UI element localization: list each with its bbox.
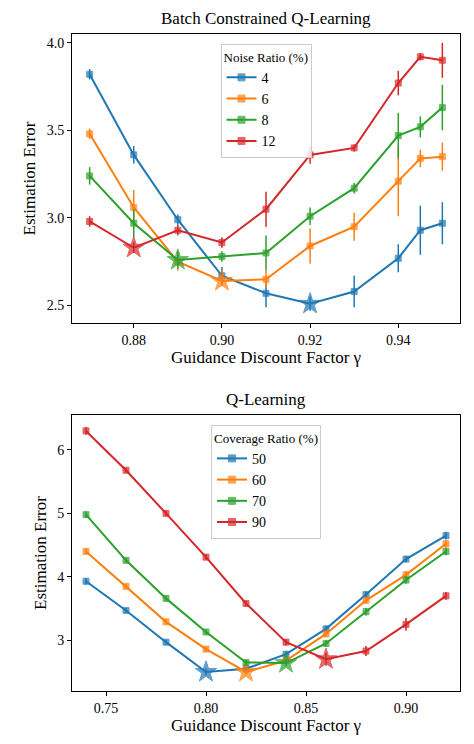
svg-text:3: 3 [57,633,64,648]
svg-text:Estimation Error: Estimation Error [31,496,50,610]
svg-text:6: 6 [57,443,64,458]
svg-text:6: 6 [262,92,269,107]
svg-text:4: 4 [57,570,64,585]
svg-text:Guidance Discount Factor γ: Guidance Discount Factor γ [171,348,362,367]
svg-text:0.80: 0.80 [194,701,219,716]
svg-text:8: 8 [262,113,269,128]
svg-text:3.0: 3.0 [47,211,65,226]
svg-text:Coverage Ratio (%): Coverage Ratio (%) [214,431,318,446]
svg-text:0.94: 0.94 [386,333,411,348]
svg-text:4.0: 4.0 [47,36,65,51]
svg-text:0.92: 0.92 [298,333,323,348]
svg-text:90: 90 [252,515,266,530]
svg-text:0.75: 0.75 [94,701,119,716]
svg-text:0.85: 0.85 [294,701,319,716]
svg-text:0.90: 0.90 [210,333,235,348]
svg-text:Q-Learning: Q-Learning [226,390,306,409]
svg-text:Noise Ratio (%): Noise Ratio (%) [224,50,308,65]
svg-text:0.90: 0.90 [394,701,419,716]
svg-text:Guidance Discount Factor γ: Guidance Discount Factor γ [171,716,362,735]
svg-text:60: 60 [252,473,266,488]
svg-text:5: 5 [57,506,64,521]
svg-text:4: 4 [262,71,269,86]
svg-text:70: 70 [252,494,266,509]
svg-text:Batch Constrained Q-Learning: Batch Constrained Q-Learning [161,9,371,28]
svg-text:Estimation Error: Estimation Error [20,121,39,235]
svg-text:50: 50 [252,452,266,467]
svg-text:2.5: 2.5 [47,298,65,313]
svg-text:0.88: 0.88 [121,333,146,348]
svg-text:12: 12 [262,134,276,149]
svg-text:3.5: 3.5 [47,123,65,138]
